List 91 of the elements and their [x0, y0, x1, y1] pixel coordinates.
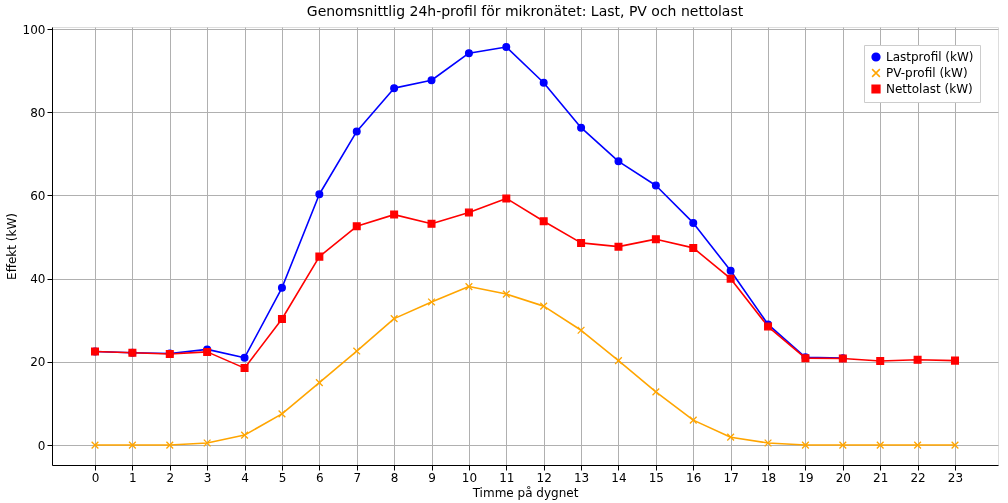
x-tick-label: 22 — [910, 470, 926, 485]
point — [614, 356, 623, 365]
x-tick-label: 6 — [316, 470, 324, 485]
point — [165, 441, 174, 450]
point — [427, 76, 436, 85]
point — [390, 314, 399, 323]
point — [128, 441, 137, 450]
x-tick-label: 17 — [723, 470, 739, 485]
point — [240, 431, 249, 440]
point — [240, 353, 249, 362]
point — [689, 218, 698, 227]
x-tick-label: 10 — [461, 470, 478, 485]
point — [427, 297, 436, 306]
y-axis-title: Effekt (kW) — [4, 213, 19, 280]
y-tick-label: 20 — [30, 355, 46, 370]
x-tick-label: 4 — [241, 470, 249, 485]
point — [651, 181, 660, 190]
x-tick-label: 2 — [166, 470, 175, 485]
x-tick-label: 23 — [947, 470, 964, 485]
point — [427, 219, 436, 228]
x-tick-label: 8 — [390, 470, 399, 485]
x-tick-label: 20 — [835, 470, 851, 485]
point — [651, 235, 660, 244]
point — [876, 441, 885, 450]
point — [539, 302, 548, 311]
point — [764, 438, 773, 447]
point — [726, 266, 735, 275]
x-tick-label: 1 — [129, 470, 137, 485]
point — [315, 378, 324, 387]
point — [689, 243, 698, 252]
point — [352, 222, 361, 231]
point — [913, 355, 922, 364]
legend-label: Nettolast (kW) — [886, 82, 973, 96]
x-tick-label: 5 — [278, 470, 287, 485]
point — [502, 42, 511, 51]
point — [913, 441, 922, 450]
point — [464, 208, 473, 217]
x-tick-label: 12 — [536, 470, 552, 485]
point — [352, 347, 361, 356]
x-tick-label: 15 — [648, 470, 665, 485]
y-tick-label: 80 — [30, 105, 46, 120]
point — [614, 242, 623, 251]
x-tick-label: 16 — [686, 470, 702, 485]
x-tick-label: 7 — [353, 470, 362, 485]
x-tick-label: 9 — [428, 470, 436, 485]
x-tick-label: 19 — [798, 470, 814, 485]
point — [464, 49, 473, 58]
point — [838, 441, 847, 450]
chart-title: Genomsnittlig 24h-profil för mikronätet: Last, PV och nettolast — [306, 3, 744, 20]
point — [390, 84, 399, 93]
point — [726, 433, 735, 442]
point — [577, 326, 586, 335]
point — [577, 238, 586, 247]
point — [91, 441, 99, 450]
point — [240, 364, 249, 373]
x-tick-label: 13 — [573, 470, 590, 485]
point — [651, 387, 660, 396]
y-tick-label: 40 — [30, 272, 46, 287]
y-tick-label: 0 — [37, 438, 46, 453]
point — [277, 283, 286, 292]
point — [502, 290, 511, 299]
legend-label: Lastprofil (kW) — [886, 50, 974, 64]
x-tick-label: 0 — [91, 470, 100, 485]
point — [277, 409, 286, 418]
legend-label: PV-profil (kW) — [886, 66, 968, 80]
x-tick-label: 14 — [611, 470, 627, 485]
point — [951, 441, 959, 450]
x-tick-label: 11 — [499, 470, 515, 485]
point — [577, 123, 586, 132]
point — [689, 416, 698, 425]
point — [726, 274, 735, 283]
point — [352, 127, 361, 136]
point — [539, 217, 548, 226]
point — [539, 78, 548, 87]
y-tick-label: 100 — [22, 22, 46, 37]
point — [801, 441, 810, 450]
point — [876, 357, 885, 366]
x-tick-label: 3 — [203, 470, 212, 485]
x-axis-title: Timme på dygnet — [471, 485, 579, 500]
point — [464, 282, 473, 291]
point — [277, 315, 286, 324]
point — [315, 190, 324, 199]
point — [315, 252, 324, 261]
x-tick-label: 21 — [873, 470, 889, 485]
y-tick-label: 60 — [30, 188, 46, 203]
point — [390, 210, 399, 219]
point — [502, 194, 511, 203]
point — [614, 157, 623, 166]
x-tick-label: 18 — [760, 470, 777, 485]
point — [951, 356, 959, 365]
point — [203, 438, 212, 447]
